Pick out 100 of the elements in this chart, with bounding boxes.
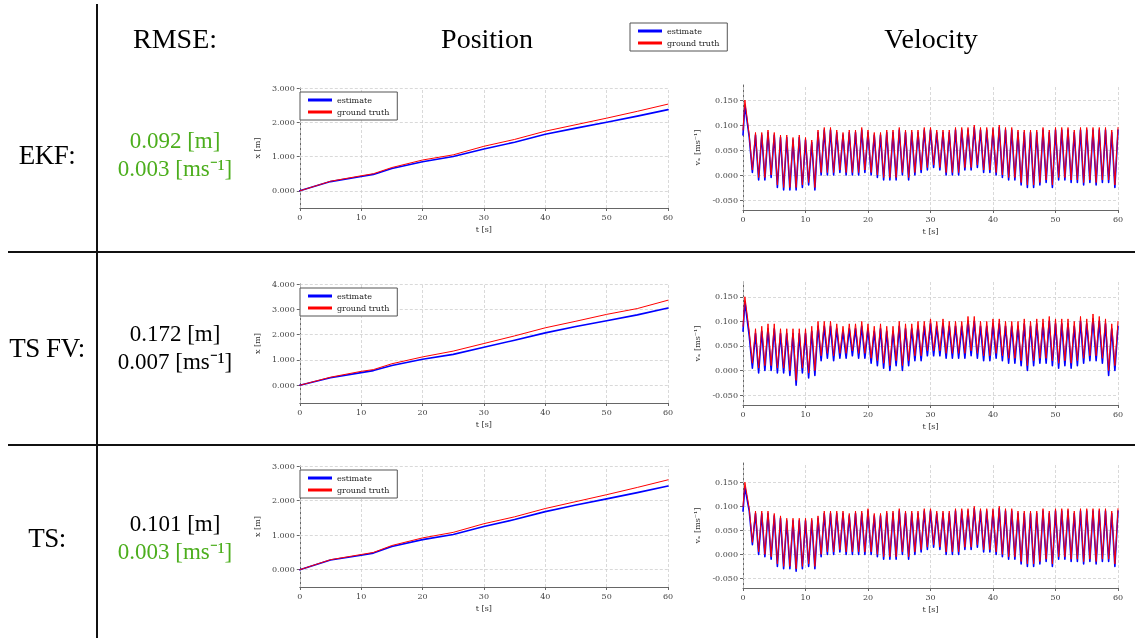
x-axis-title: t [s]	[922, 422, 939, 432]
x-tick-label: 20	[862, 409, 874, 419]
y-tick-label: 0.100	[715, 501, 738, 511]
x-tick-label: 50	[1050, 592, 1061, 602]
x-axis-title: t [s]	[475, 604, 492, 614]
text: 0.101 [m]	[128, 510, 222, 538]
x-tick-label: 40	[540, 591, 551, 601]
x-tick-label: 20	[417, 407, 428, 417]
legend-label: estimate	[337, 473, 373, 483]
x-tick-label: 20	[862, 214, 874, 224]
text: 0.003 [ms⁻¹]	[116, 155, 234, 183]
y-tick-label: 4.000	[271, 279, 295, 289]
x-tick-label: 60	[1112, 409, 1124, 419]
x-tick-label: 60	[662, 212, 674, 222]
x-tick-label: 40	[987, 214, 999, 224]
text: TS:	[27, 522, 67, 555]
legend-label: estimate	[667, 26, 703, 36]
x-tick-label: 50	[601, 407, 612, 417]
x-tick-label: 40	[987, 592, 999, 602]
x-axis-title: t [s]	[475, 225, 492, 235]
text: EKF:	[17, 139, 77, 172]
x-tick-label: 60	[662, 591, 674, 601]
x-tick-label: 40	[987, 409, 999, 419]
text: TS FV:	[8, 332, 86, 365]
x-tick-label: 60	[1112, 214, 1124, 224]
x-tick-label: 10	[356, 212, 367, 222]
x-axis-title: t [s]	[922, 227, 939, 237]
x-tick-label: 30	[478, 591, 489, 601]
x-tick-label: 30	[478, 212, 489, 222]
x-tick-label: 60	[1112, 592, 1124, 602]
y-tick-label: 0.000	[715, 366, 738, 376]
y-tick-label: 2.000	[271, 330, 295, 340]
y-tick-label: -0.050	[712, 390, 738, 400]
x-tick-label: 0	[297, 591, 303, 601]
x-tick-label: 20	[417, 591, 428, 601]
x-tick-label: 50	[601, 591, 612, 601]
y-axis-title: vₓ [ms⁻¹]	[692, 325, 702, 363]
text: 0.007 [ms⁻¹]	[116, 348, 234, 376]
x-tick-label: 50	[601, 212, 612, 222]
text: Position	[440, 22, 534, 56]
x-tick-label: 40	[540, 212, 551, 222]
x-tick-label: 60	[662, 407, 674, 417]
y-axis-title: x [m]	[252, 137, 262, 159]
y-tick-label: 0.000	[715, 170, 738, 180]
y-tick-label: 3.000	[271, 304, 295, 314]
y-tick-label: 0.000	[715, 549, 738, 559]
text: 0.092 [m]	[128, 127, 222, 155]
y-tick-label: 0.050	[715, 525, 738, 535]
y-tick-label: 0.050	[715, 341, 738, 351]
x-tick-label: 10	[800, 409, 811, 419]
x-tick-label: 50	[1050, 214, 1061, 224]
y-tick-label: 3.000	[271, 461, 295, 471]
x-tick-label: 0	[740, 214, 746, 224]
x-tick-label: 10	[356, 591, 367, 601]
y-tick-label: -0.050	[712, 195, 738, 205]
y-axis-title: vₓ [ms⁻¹]	[692, 507, 702, 545]
x-tick-label: 30	[925, 409, 936, 419]
y-tick-label: 0.000	[271, 186, 295, 196]
x-tick-label: 30	[478, 407, 489, 417]
x-tick-label: 10	[356, 407, 367, 417]
y-axis-title: vₓ [ms⁻¹]	[692, 129, 702, 167]
y-tick-label: 3.000	[271, 83, 295, 93]
x-tick-label: 40	[540, 407, 551, 417]
x-axis-title: t [s]	[475, 420, 492, 430]
text: RMSE:	[132, 22, 218, 56]
y-tick-label: 0.000	[271, 380, 295, 390]
text: Velocity	[883, 22, 979, 56]
legend-label: ground truth	[337, 485, 390, 495]
y-axis-title: x [m]	[252, 516, 262, 537]
text: 0.172 [m]	[128, 320, 222, 348]
x-tick-label: 30	[925, 592, 936, 602]
y-tick-label: 0.150	[715, 292, 738, 302]
y-tick-label: 0.150	[715, 95, 738, 105]
x-tick-label: 30	[925, 214, 936, 224]
legend-label: ground truth	[667, 38, 720, 48]
legend-label: ground truth	[337, 303, 390, 313]
x-tick-label: 20	[417, 212, 428, 222]
x-axis-title: t [s]	[922, 605, 939, 615]
x-tick-label: 0	[297, 407, 303, 417]
y-tick-label: -0.050	[712, 573, 738, 583]
x-tick-label: 50	[1050, 409, 1061, 419]
y-tick-label: 0.050	[715, 145, 738, 155]
legend-label: estimate	[337, 291, 373, 301]
y-tick-label: 1.000	[271, 530, 295, 540]
y-tick-label: 2.000	[271, 117, 295, 127]
y-tick-label: 0.000	[271, 565, 295, 575]
x-tick-label: 0	[740, 592, 746, 602]
y-tick-label: 1.000	[271, 355, 295, 365]
y-tick-label: 2.000	[271, 496, 295, 506]
y-tick-label: 1.000	[271, 152, 295, 162]
x-tick-label: 0	[740, 409, 746, 419]
y-tick-label: 0.100	[715, 120, 738, 130]
x-tick-label: 20	[862, 592, 874, 602]
legend-label: ground truth	[337, 107, 390, 117]
legend-label: estimate	[337, 95, 373, 105]
text: 0.003 [ms⁻¹]	[116, 538, 234, 566]
y-tick-label: 0.100	[715, 316, 738, 326]
y-tick-label: 0.150	[715, 477, 738, 487]
x-tick-label: 10	[800, 592, 811, 602]
y-axis-title: x [m]	[252, 333, 262, 354]
